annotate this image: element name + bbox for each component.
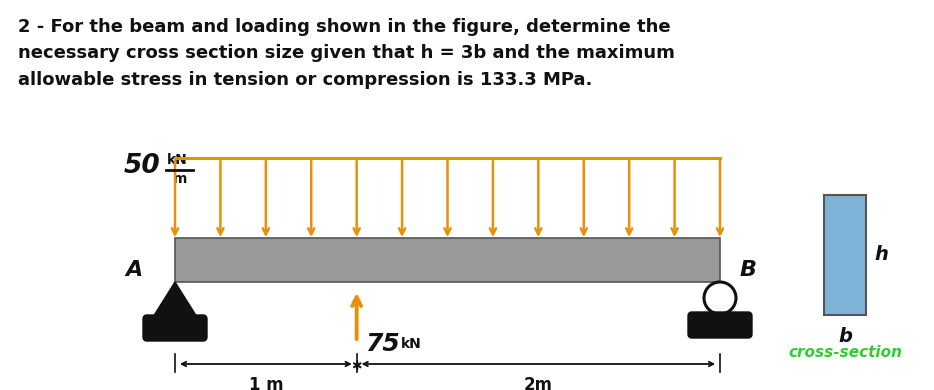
Text: B: B [740,260,757,280]
Text: cross-section: cross-section [788,345,902,360]
Bar [824,195,866,315]
Text: 2 - For the beam and loading shown in the figure, determine the
necessary cross : 2 - For the beam and loading shown in th… [18,18,675,89]
Circle shape [704,282,736,314]
Text: ✱: ✱ [351,360,361,372]
Text: h: h [874,245,888,264]
FancyBboxPatch shape [688,312,752,338]
Text: 2m: 2m [524,376,553,390]
Text: kN: kN [167,153,188,167]
Text: 75: 75 [364,332,400,356]
FancyBboxPatch shape [143,315,207,341]
Text: b: b [838,327,852,346]
Text: 50: 50 [123,153,160,179]
Text: kN: kN [401,337,421,351]
Polygon shape [153,282,197,317]
Text: m: m [173,172,188,186]
Bar [175,238,720,282]
Text: A: A [126,260,143,280]
Text: 1 m: 1 m [248,376,283,390]
